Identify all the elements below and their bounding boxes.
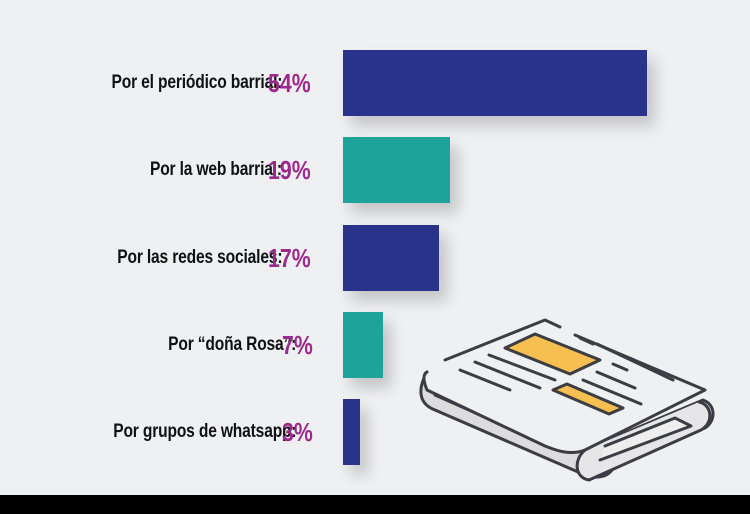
bar-label: Por el periódico barrial: 54% (74, 50, 320, 116)
bar-row-redes: Por las redes sociales: 17% (0, 225, 750, 291)
bar-dona-rosa (343, 312, 383, 378)
percent-value: 54% (267, 67, 311, 98)
bar-row-whatsapp: Por grupos de whatsapp: 3% (0, 399, 750, 465)
category-label: Por “doña Rosa”: (168, 334, 297, 355)
bar-row-web: Por la web barrial: 19% (0, 137, 750, 203)
percent-value: 7% (282, 329, 314, 360)
bar-row-dona-rosa: Por “doña Rosa”: 7% (0, 312, 750, 378)
percent-value: 17% (267, 242, 311, 273)
category-label: Por las redes sociales: (116, 247, 282, 268)
category-label: Por grupos de whatsapp: (113, 421, 297, 442)
category-label: Por el periódico barrial: (111, 72, 282, 93)
newspaper-icon (419, 318, 715, 482)
chart-canvas: Por el periódico barrial: 54% Por la web… (0, 0, 750, 495)
bar-label: Por las redes sociales: 17% (81, 225, 320, 291)
percent-value: 3% (282, 416, 314, 447)
bar-label: Por grupos de whatsapp: 3% (73, 399, 320, 465)
bar-periodico (343, 50, 647, 116)
bar-web (343, 137, 450, 203)
category-label: Por la web barrial: (149, 159, 282, 180)
bar-row-periodico: Por el periódico barrial: 54% (0, 50, 750, 116)
bar-label: Por la web barrial: 19% (121, 137, 320, 203)
percent-value: 19% (267, 154, 311, 185)
bar-redes (343, 225, 439, 291)
bar-whatsapp (343, 399, 360, 465)
bar-label: Por “doña Rosa”: 7% (140, 312, 320, 378)
